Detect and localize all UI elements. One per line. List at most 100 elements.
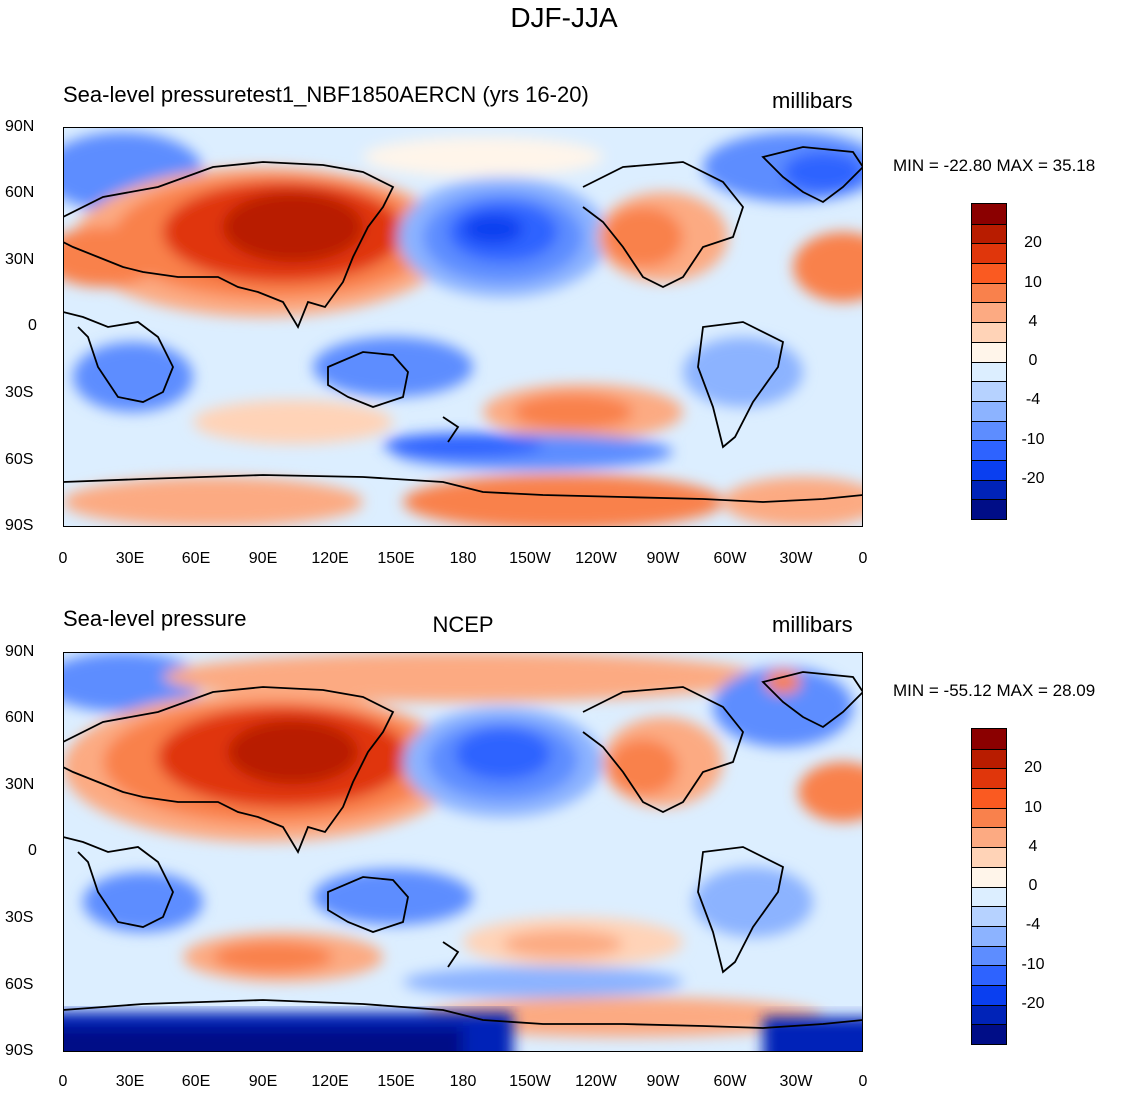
- panel-2-lat-label: 30S: [5, 909, 34, 926]
- panel-2-contour-field: [63, 652, 863, 1052]
- panel-2-lat-label: 90N: [5, 643, 35, 660]
- panel-2-min-max: MIN = -55.12 MAX = 28.09: [893, 681, 1096, 700]
- panel-1-lon-label: 0: [858, 550, 868, 567]
- panel-2-colorbar-label: 10: [1024, 799, 1042, 816]
- panel-1-lon-label: 120E: [311, 550, 349, 567]
- colorbar-swatch: [972, 361, 1006, 382]
- panel-1-lat-label: 0: [28, 317, 37, 334]
- colorbar-swatch: [972, 807, 1006, 828]
- panel-2-map: [63, 652, 863, 1052]
- panel-2-colorbar: [971, 728, 1007, 1045]
- colorbar-swatch: [972, 479, 1006, 500]
- panel-1-lon-label: 60W: [713, 550, 747, 567]
- colorbar-swatch: [972, 263, 1006, 283]
- panel-1-left-title: Sea-level pressuretest1_NBF1850AERCN (yr…: [63, 82, 589, 107]
- panel-2-lat-label: 90S: [5, 1042, 34, 1059]
- colorbar-swatch: [972, 768, 1006, 789]
- panel-1-colorbar-label: -20: [1021, 470, 1045, 487]
- colorbar-swatch: [972, 729, 1006, 749]
- colorbar-swatch: [972, 748, 1006, 769]
- panel-2-lon-label: 120E: [311, 1073, 349, 1090]
- panel-2-center-title: NCEP: [432, 612, 494, 637]
- panel-2-lon-label: 90W: [646, 1073, 680, 1090]
- panel-2-left-title: Sea-level pressure: [63, 606, 247, 631]
- panel-1-lon-label: 60E: [181, 550, 211, 567]
- panel-2-colorbar-label: -4: [1025, 916, 1041, 933]
- colorbar-swatch: [972, 1024, 1006, 1044]
- colorbar-swatch: [972, 788, 1006, 808]
- panel-1-lat-label: 30S: [5, 384, 34, 401]
- panel-1-units: millibars: [772, 88, 853, 113]
- colorbar-swatch: [972, 204, 1006, 224]
- colorbar-swatch: [972, 827, 1006, 848]
- panel-1-lat-label: 30N: [5, 251, 35, 268]
- panel-2-lon-label: 0: [58, 1073, 68, 1090]
- colorbar-swatch: [972, 965, 1006, 985]
- panel-1-colorbar-label: 4: [1028, 313, 1038, 330]
- colorbar-swatch: [972, 459, 1006, 480]
- colorbar-swatch: [972, 945, 1006, 966]
- panel-1-coastlines: [63, 146, 863, 503]
- colorbar-swatch: [972, 400, 1006, 421]
- panel-2-colorbar-label: 0: [1028, 877, 1038, 894]
- panel-2-lon-label: 30W: [779, 1073, 813, 1090]
- panel-2-lon-label: 150W: [509, 1073, 551, 1090]
- colorbar-swatch: [972, 925, 1006, 946]
- colorbar-swatch: [972, 847, 1006, 867]
- panel-2-lon-label: 60W: [713, 1073, 747, 1090]
- panel-1-lon-label: 30E: [115, 550, 145, 567]
- panel-1-lat-label: 60S: [5, 451, 34, 468]
- panel-1-lat-label: 60N: [5, 184, 35, 201]
- panel-2-lon-label: 150E: [377, 1073, 415, 1090]
- panel-2-colorbar-label: -20: [1021, 995, 1045, 1012]
- panel-2-lon-label: 120W: [575, 1073, 617, 1090]
- panel-2-colorbar-swatches: [972, 729, 1006, 1044]
- colorbar-swatch: [972, 341, 1006, 362]
- panel-1-lon-label: 180: [449, 550, 477, 567]
- panel-2-lon-label: 60E: [181, 1073, 211, 1090]
- panel-1-colorbar-label: 20: [1024, 234, 1042, 251]
- panel-1-lat-label: 90N: [5, 118, 35, 135]
- figure-title: DJF-JJA: [510, 2, 618, 33]
- panel-1-colorbar-label: -4: [1025, 391, 1041, 408]
- panel-2-lon-label: 30E: [115, 1073, 145, 1090]
- panel-2-lat-label: 30N: [5, 776, 35, 793]
- panel-1-colorbar: [971, 203, 1007, 520]
- panel-2-lat-label: 0: [28, 842, 37, 859]
- panel-1-contour-field: [63, 127, 863, 527]
- panel-1-lon-label: 90W: [646, 550, 680, 567]
- panel-1-lon-label: 0: [58, 550, 68, 567]
- panel-1-lon-label: 150W: [509, 550, 551, 567]
- colorbar-swatch: [972, 984, 1006, 1005]
- panel-2-lat-label: 60S: [5, 976, 34, 993]
- colorbar-swatch: [972, 440, 1006, 460]
- panel-2-colorbar-label: -10: [1021, 956, 1045, 973]
- colorbar-swatch: [972, 499, 1006, 519]
- colorbar-swatch: [972, 223, 1006, 244]
- panel-1-map: [63, 127, 863, 527]
- colorbar-swatch: [972, 302, 1006, 323]
- colorbar-swatch: [972, 886, 1006, 907]
- colorbar-swatch: [972, 282, 1006, 303]
- panel-2-lat-label: 60N: [5, 709, 35, 726]
- panel-1-colorbar-label: 0: [1028, 352, 1038, 369]
- panel-2-colorbar-label: 20: [1024, 759, 1042, 776]
- panel-1-colorbar-label: 10: [1024, 274, 1042, 291]
- panel-2-colorbar-label: 4: [1028, 838, 1038, 855]
- panel-1-lon-label: 150E: [377, 550, 415, 567]
- panel-2-units: millibars: [772, 612, 853, 637]
- panel-1-lon-label: 120W: [575, 550, 617, 567]
- panel-2-coastlines: [63, 671, 863, 1029]
- colorbar-swatch: [972, 906, 1006, 926]
- panel-2-lon-label: 0: [858, 1073, 868, 1090]
- panel-1-colorbar-label: -10: [1021, 431, 1045, 448]
- panel-1-colorbar-swatches: [972, 204, 1006, 519]
- colorbar-swatch: [972, 420, 1006, 441]
- colorbar-swatch: [972, 243, 1006, 264]
- panel-1-lat-label: 90S: [5, 517, 34, 534]
- panel-2-lon-label: 90E: [248, 1073, 278, 1090]
- colorbar-swatch: [972, 322, 1006, 342]
- colorbar-swatch: [972, 381, 1006, 401]
- panel-1-min-max: MIN = -22.80 MAX = 35.18: [893, 156, 1096, 175]
- panel-1-lon-label: 30W: [779, 550, 813, 567]
